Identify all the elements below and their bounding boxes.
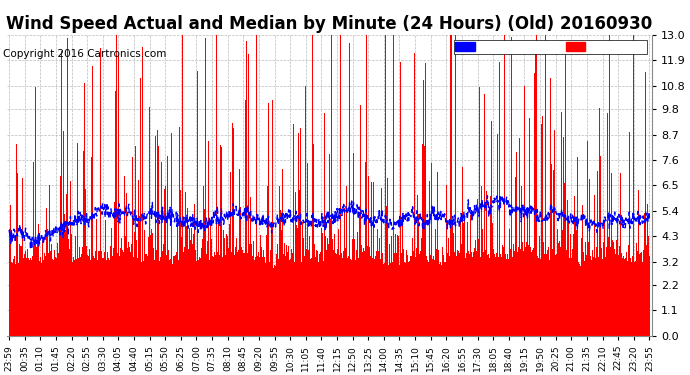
Text: Copyright 2016 Cartronics.com: Copyright 2016 Cartronics.com — [3, 49, 167, 59]
Title: Wind Speed Actual and Median by Minute (24 Hours) (Old) 20160930: Wind Speed Actual and Median by Minute (… — [6, 15, 653, 33]
Legend: Median (mph), Wind (mph): Median (mph), Wind (mph) — [453, 40, 647, 54]
